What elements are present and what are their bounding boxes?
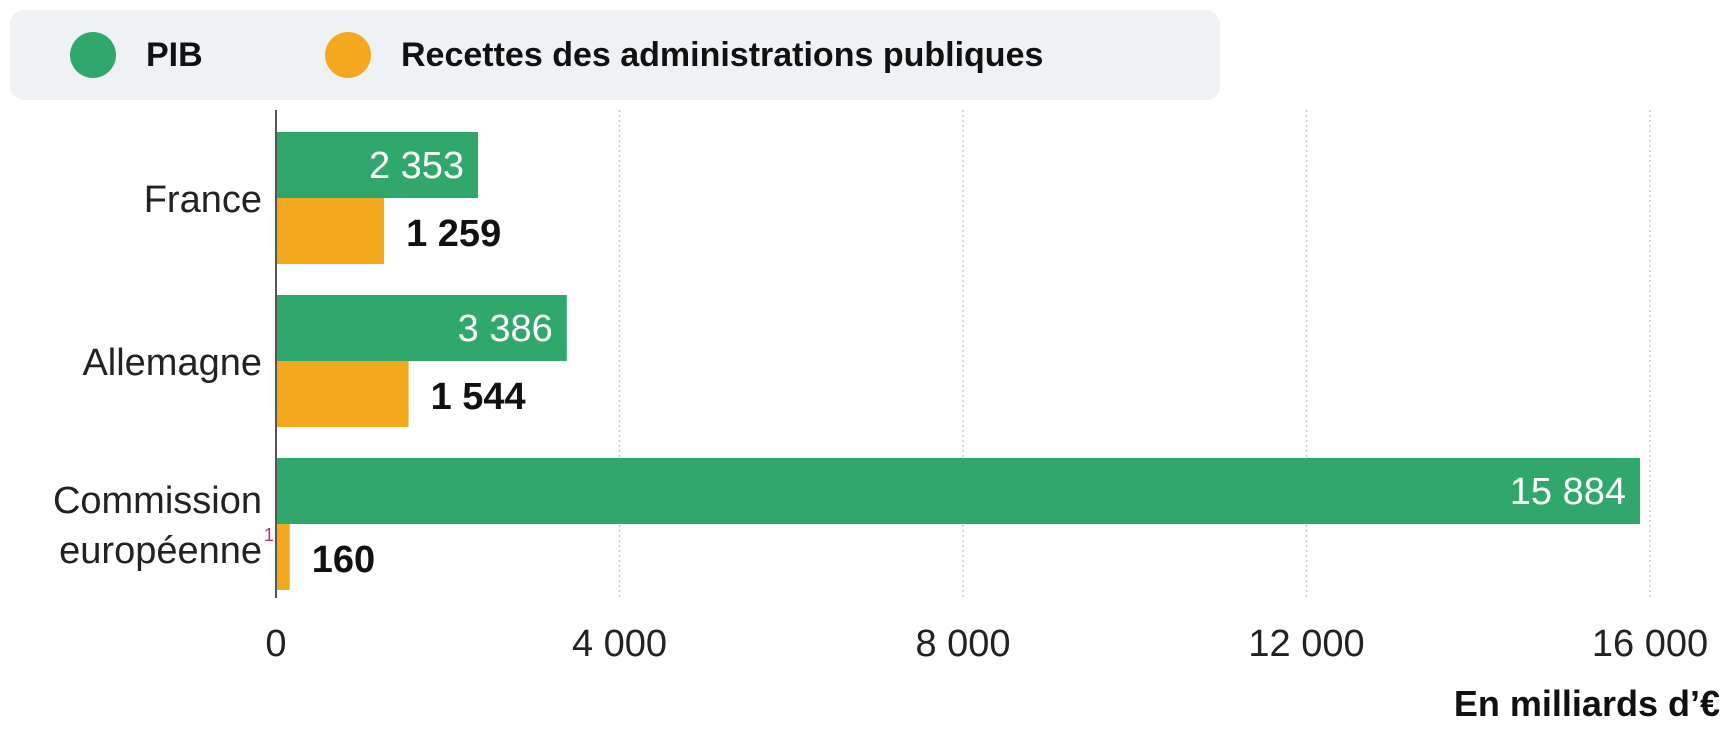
x-axis-title: En milliards d’€ (1454, 683, 1720, 724)
category-label: France (144, 179, 262, 221)
bar (276, 458, 1641, 524)
bar (276, 361, 409, 427)
data-label: 2 353 (369, 145, 464, 187)
legend-swatch-pib (70, 32, 116, 78)
x-tick-label: 0 (265, 623, 286, 665)
bar (276, 295, 567, 361)
bar (276, 198, 385, 264)
legend-item-recettes: Recettes des administrations publiques (325, 10, 1043, 100)
data-label: 3 386 (458, 308, 553, 350)
category-label: européenne (59, 530, 262, 572)
x-tick-label: 12 000 (1248, 623, 1364, 665)
data-label: 1 259 (406, 213, 501, 255)
data-label: 160 (312, 539, 375, 581)
legend-item-pib: PIB (70, 10, 203, 100)
category-label: Commission (53, 480, 262, 522)
data-label: 1 544 (431, 376, 526, 418)
legend-label-recettes: Recettes des administrations publiques (401, 35, 1044, 74)
legend-swatch-recettes (325, 32, 371, 78)
legend-label-pib: PIB (146, 35, 203, 74)
x-tick-label: 4 000 (572, 623, 667, 665)
data-label: 15 884 (1510, 471, 1626, 513)
footnote-marker: 1 (264, 525, 274, 545)
bar (276, 132, 479, 198)
bar (276, 524, 290, 590)
x-tick-label: 8 000 (915, 623, 1010, 665)
category-label: Allemagne (82, 342, 262, 384)
legend: PIB Recettes des administrations publiqu… (10, 10, 1220, 100)
x-tick-label: 16 000 (1592, 623, 1708, 665)
